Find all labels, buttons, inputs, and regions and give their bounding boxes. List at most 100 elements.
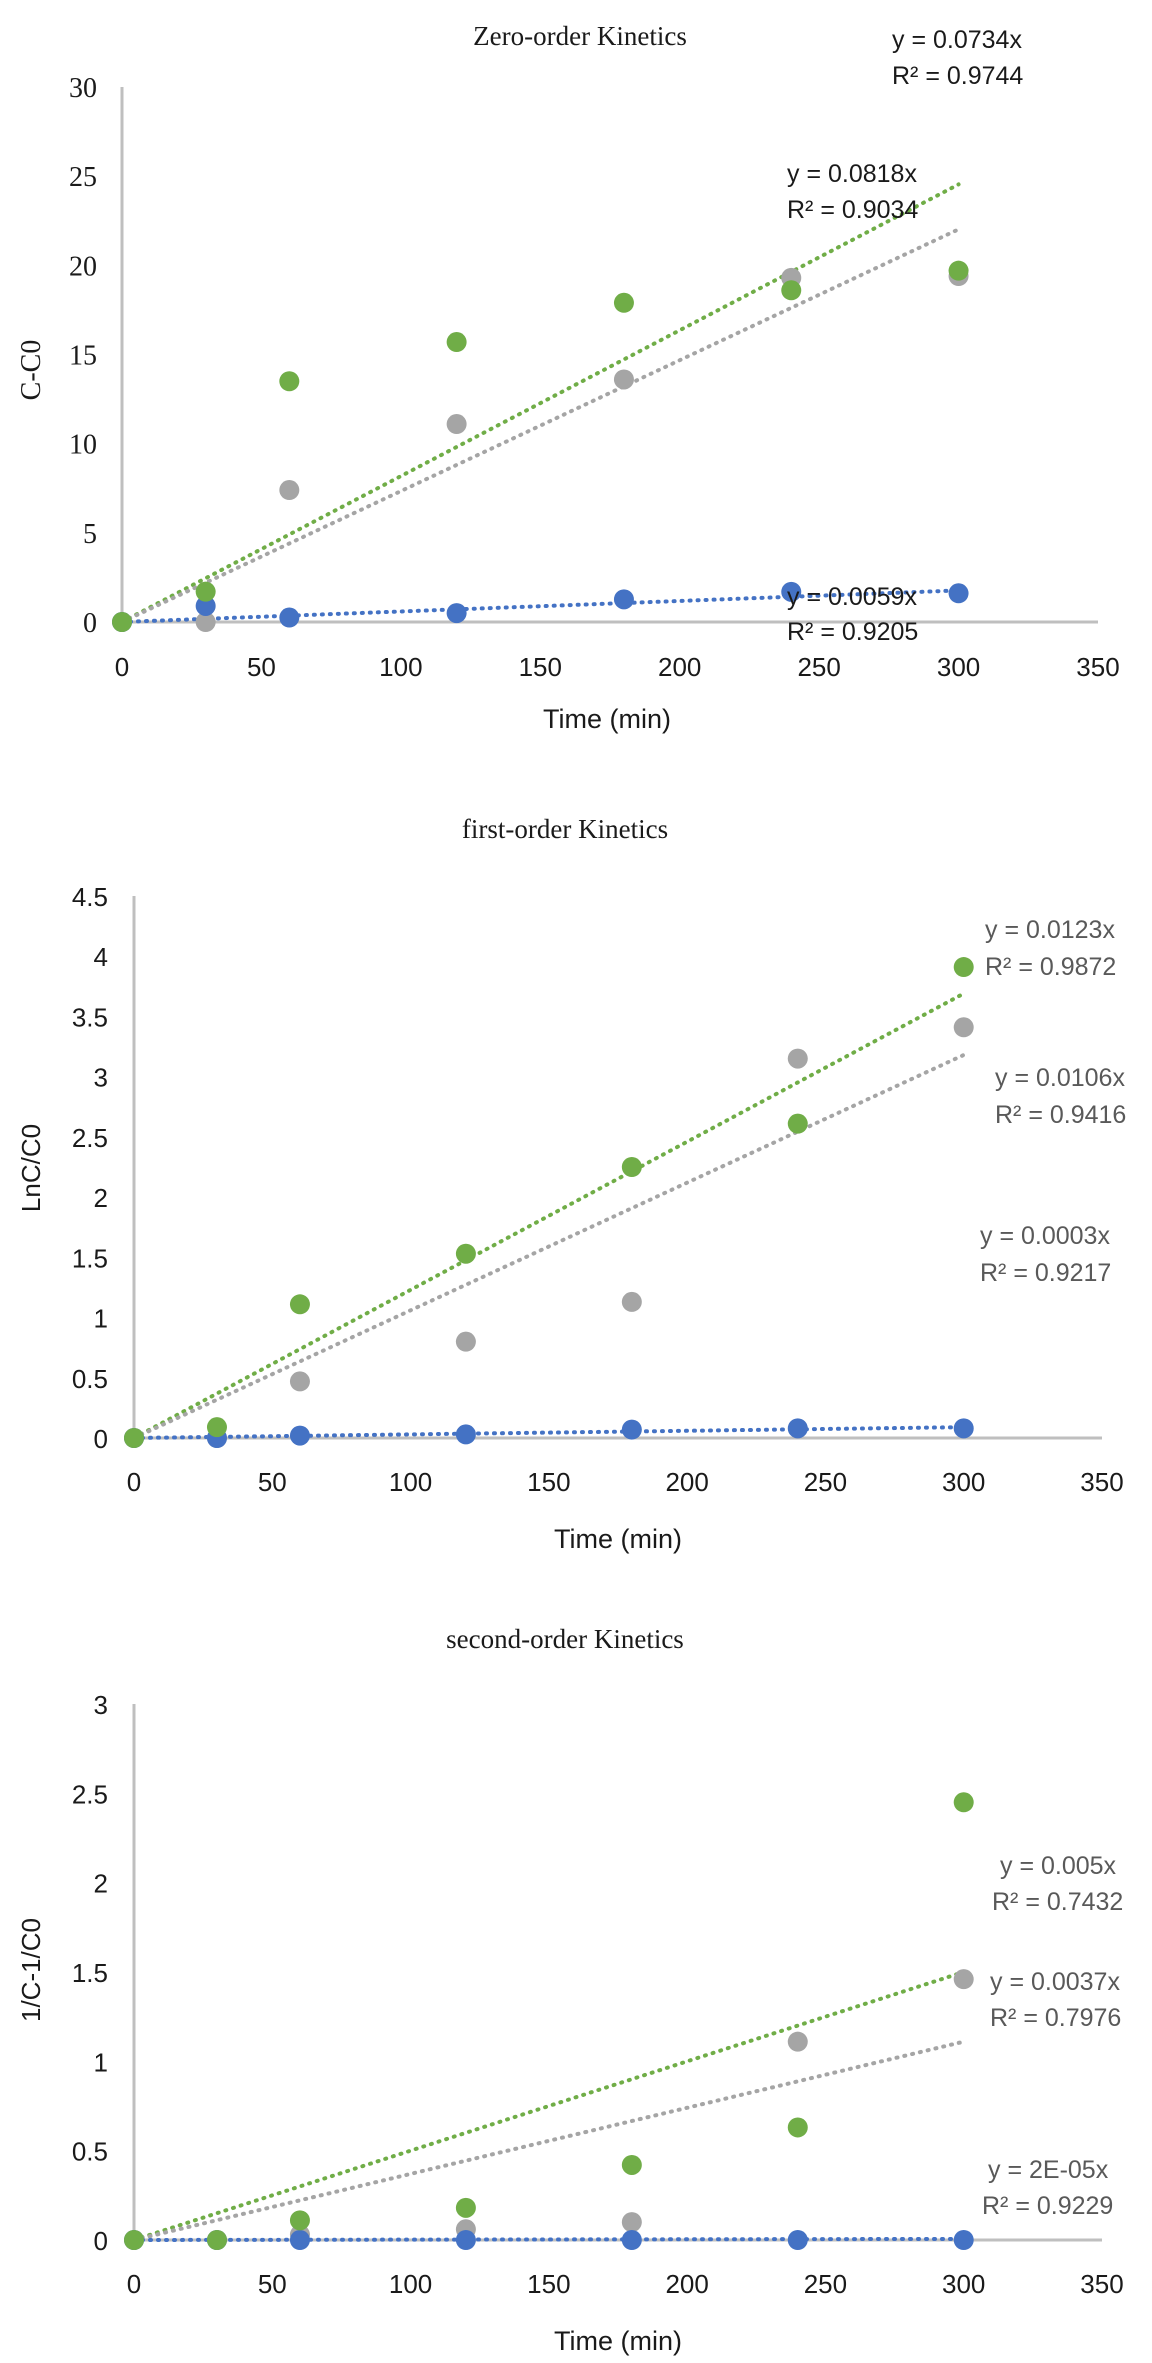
data-point-blue: [948, 583, 969, 604]
y-axis-label: C-C0: [16, 340, 47, 401]
trendline-label-blue: y = 0.0003x R² = 0.9217: [980, 1222, 1111, 1287]
trendline-blue: [132, 1425, 966, 1440]
y-tick-label: 0: [94, 1424, 108, 1454]
svg-text:R² = 0.9416: R² = 0.9416: [995, 1101, 1126, 1129]
data-point-blue: [446, 603, 467, 624]
y-tick-label: 0.5: [72, 1364, 108, 1394]
trendline-blue: [120, 588, 961, 624]
svg-text:y = 0.0003x: y = 0.0003x: [980, 1222, 1110, 1250]
y-tick-label: 1.5: [72, 1958, 108, 1988]
trendlines: [120, 182, 961, 624]
trendline-gray: [132, 1052, 966, 1440]
y-tick-label: 0.5: [72, 2137, 108, 2167]
data-point-blue: [953, 2230, 974, 2250]
trendline-green: [132, 991, 966, 1440]
x-axis-ticks: 0 50 100 150 200 250 300 350: [127, 2269, 1124, 2299]
data-point-blue: [455, 1424, 476, 1445]
x-tick-label: 100: [379, 652, 422, 682]
trendline-gray: [120, 227, 961, 624]
x-tick-label: 350: [1076, 652, 1119, 682]
trendline-label-green: y = 0.005x R² = 0.7432: [992, 1852, 1123, 1916]
data-point-blue: [953, 1418, 974, 1439]
data-point-gray: [279, 480, 300, 501]
x-axis-label: Time (min): [554, 1524, 682, 1554]
data-point-green: [787, 2117, 808, 2138]
svg-text:y = 0.0818x: y = 0.0818x: [787, 160, 917, 188]
trendline-label-gray: y = 0.0037x R² = 0.7976: [990, 1968, 1121, 2032]
x-tick-label: 0: [127, 2269, 141, 2299]
data-point-green: [787, 1113, 808, 1134]
x-tick-label: 200: [665, 2269, 708, 2299]
trendline-blue: [132, 2236, 966, 2242]
trendline-label-gray: y = 0.0106x R² = 0.9416: [995, 1064, 1126, 1129]
data-point-gray: [455, 1331, 476, 1352]
x-tick-label: 200: [665, 1467, 708, 1497]
data-point-blue: [787, 2230, 808, 2250]
x-tick-label: 150: [527, 2269, 570, 2299]
data-point-gray: [289, 1371, 310, 1392]
y-tick-label: 2: [94, 1183, 108, 1213]
y-tick-label: 30: [69, 73, 97, 104]
data-point-blue: [621, 2230, 642, 2250]
trendline-label-green: y = 0.0818x R² = 0.9034: [787, 160, 918, 224]
data-point-green: [953, 1792, 974, 1813]
svg-text:y = 0.0734x: y = 0.0734x: [892, 26, 1022, 54]
y-axis-ticks: 0 0.5 1 1.5 2 2.5 3: [72, 1690, 108, 2256]
y-tick-label: 2.5: [72, 1779, 108, 1809]
y-tick-label: 1: [94, 1304, 108, 1334]
x-tick-label: 50: [258, 2269, 287, 2299]
data-point-green: [124, 1428, 144, 1448]
svg-text:R² = 0.9034: R² = 0.9034: [787, 196, 918, 224]
x-tick-label: 50: [247, 652, 276, 682]
y-tick-label: 2: [94, 1869, 108, 1899]
data-point-green: [289, 2210, 310, 2231]
y-tick-label: 0: [83, 608, 97, 639]
y-tick-label: 3: [94, 1690, 108, 1720]
svg-text:R² = 0.9872: R² = 0.9872: [985, 953, 1116, 981]
y-tick-label: 5: [83, 519, 97, 550]
x-tick-label: 250: [804, 2269, 847, 2299]
data-point-gray: [621, 1291, 642, 1312]
data-point-blue: [289, 1425, 310, 1446]
x-tick-label: 100: [389, 2269, 432, 2299]
x-tick-label: 350: [1080, 1467, 1123, 1497]
data-point-blue: [787, 1418, 808, 1439]
y-tick-label: 1: [94, 2047, 108, 2077]
trendline-green: [120, 182, 961, 624]
x-tick-label: 250: [797, 652, 840, 682]
data-points: [124, 1792, 974, 2250]
svg-text:y = 0.0106x: y = 0.0106x: [995, 1064, 1125, 1092]
svg-text:R² = 0.9205: R² = 0.9205: [787, 618, 918, 646]
x-tick-label: 100: [389, 1467, 432, 1497]
chart-title: first-order Kinetics: [462, 814, 668, 844]
data-point-green: [124, 2230, 144, 2250]
data-point-gray: [621, 2212, 642, 2233]
data-point-gray: [787, 2031, 808, 2052]
x-tick-label: 250: [804, 1467, 847, 1497]
data-point-green: [289, 1294, 310, 1315]
data-point-green: [621, 2154, 642, 2175]
y-axis-ticks: 0 5 10 15 20 25 30: [69, 73, 97, 639]
chart-title: Zero-order Kinetics: [473, 21, 687, 51]
data-point-blue: [613, 589, 634, 610]
y-tick-label: 2.5: [72, 1123, 108, 1153]
data-point-blue: [289, 2230, 310, 2250]
x-tick-label: 300: [937, 652, 980, 682]
data-point-green: [948, 260, 969, 281]
trendline-label-blue: y = 0.0059x R² = 0.9205: [787, 583, 918, 646]
data-points: [124, 957, 974, 1448]
x-tick-label: 300: [942, 1467, 985, 1497]
x-tick-label: 0: [115, 652, 129, 682]
data-point-blue: [621, 1419, 642, 1440]
data-point-gray: [953, 1969, 974, 1990]
data-points: [112, 260, 969, 632]
trendline-label-green: y = 0.0123x R² = 0.9872: [985, 916, 1116, 981]
x-tick-label: 300: [942, 2269, 985, 2299]
data-point-green: [455, 2197, 476, 2218]
y-tick-label: 20: [69, 251, 97, 282]
x-tick-label: 150: [519, 652, 562, 682]
x-axis-label: Time (min): [543, 704, 671, 734]
trendlines: [132, 991, 966, 1440]
svg-text:y = 0.0059x: y = 0.0059x: [787, 583, 917, 611]
y-tick-label: 3.5: [72, 1002, 108, 1032]
